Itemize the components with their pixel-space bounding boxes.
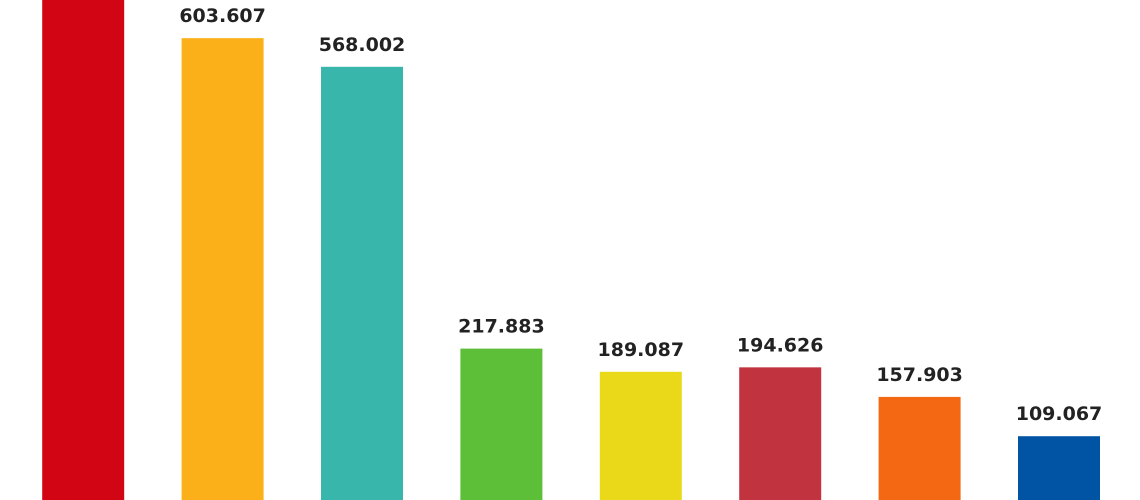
value-label: 603.607 — [179, 5, 266, 27]
bar — [1018, 436, 1100, 500]
bar — [460, 348, 543, 500]
bar — [181, 38, 264, 500]
value-label: 194.626 — [737, 334, 824, 356]
bar — [739, 367, 822, 500]
value-label: 109.067 — [1016, 403, 1103, 425]
bar — [878, 396, 961, 500]
bar — [599, 371, 682, 500]
value-label: 157.903 — [876, 364, 963, 386]
bar — [321, 66, 403, 500]
value-label: 217.883 — [458, 316, 545, 338]
bar — [42, 0, 125, 500]
value-label: 189.087 — [598, 339, 685, 361]
value-label: 568.002 — [319, 34, 406, 56]
